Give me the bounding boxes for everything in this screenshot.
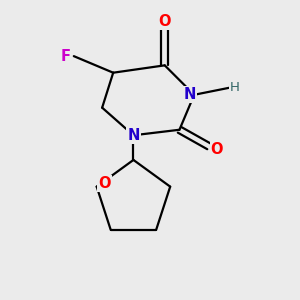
Text: N: N [127, 128, 140, 143]
Text: O: O [211, 142, 223, 157]
Text: F: F [61, 49, 71, 64]
Text: N: N [184, 87, 196, 102]
Text: O: O [98, 176, 111, 191]
Text: H: H [230, 81, 240, 94]
Text: O: O [158, 14, 171, 29]
